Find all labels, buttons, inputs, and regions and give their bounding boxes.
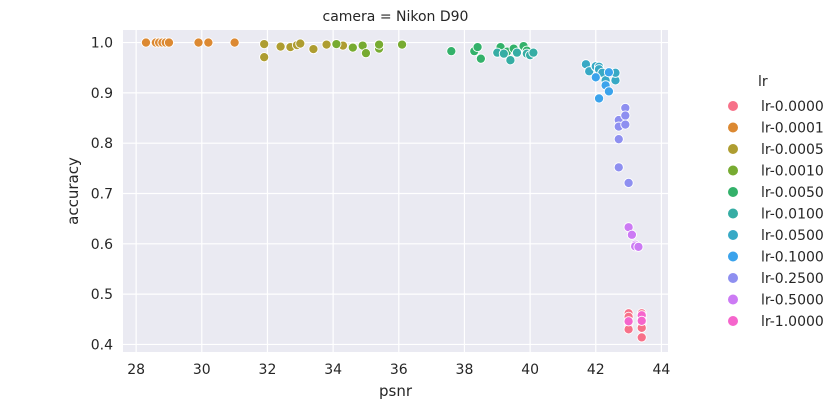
legend-marker: [728, 230, 738, 240]
data-point: [498, 48, 509, 59]
data-point: [623, 316, 634, 327]
x-tick-label: 44: [653, 362, 671, 378]
data-point: [623, 177, 634, 188]
data-point: [203, 37, 214, 48]
data-point: [472, 42, 483, 53]
data-point: [511, 47, 523, 58]
legend-label: lr-0.0500: [761, 228, 824, 244]
legend-marker: [728, 273, 738, 283]
legend-label: lr-0.0010: [761, 164, 824, 180]
legend-label: lr-0.2500: [761, 271, 824, 287]
legend-marker: [728, 165, 738, 176]
data-point: [446, 46, 457, 57]
legend-label: lr-0.0050: [761, 185, 824, 201]
legend-label: lr-0.0100: [761, 207, 824, 223]
legend-label: lr-0.1000: [761, 250, 824, 266]
data-point: [528, 47, 539, 58]
data-point: [321, 39, 332, 50]
legend-label: lr-0.0000: [761, 99, 824, 115]
x-tick-label: 32: [259, 362, 277, 378]
legend-marker: [728, 251, 738, 262]
data-point: [475, 53, 486, 64]
legend-marker: [728, 316, 738, 326]
legend-marker: [728, 122, 738, 133]
x-tick-label: 36: [390, 362, 408, 378]
chart-title: camera = Nikon D90: [323, 9, 469, 25]
data-point: [374, 39, 385, 50]
legend-label: lr-1.0000: [761, 314, 824, 330]
legend-marker: [728, 208, 738, 219]
legend-marker: [728, 101, 738, 111]
y-tick-label: 0.7: [91, 187, 113, 203]
data-point: [308, 44, 319, 55]
legend: lr lr-0.0000 lr-0.0001 lr-0.0005 lr-0.0010 l…: [728, 74, 824, 330]
legend-title: lr: [758, 74, 768, 90]
legend-label: lr-0.0001: [761, 121, 824, 137]
data-point: [603, 86, 614, 97]
x-tick-label: 28: [127, 362, 145, 378]
data-point: [626, 229, 637, 240]
y-tick-label: 0.8: [91, 136, 113, 152]
data-point: [620, 119, 631, 130]
x-tick-label: 30: [193, 362, 211, 378]
data-point: [259, 39, 270, 50]
data-point: [275, 41, 286, 52]
data-point: [603, 67, 614, 78]
data-point: [505, 55, 516, 66]
legend-label: lr-0.0005: [761, 142, 824, 158]
y-tick-label: 1.0: [91, 36, 113, 52]
data-point: [360, 48, 372, 59]
legend-marker: [728, 294, 738, 305]
data-point: [140, 37, 152, 48]
data-point: [636, 332, 647, 343]
data-point: [229, 37, 240, 48]
data-point: [163, 37, 175, 48]
data-point: [193, 37, 204, 48]
x-tick-label: 42: [587, 362, 605, 378]
y-tick-label: 0.4: [91, 337, 113, 353]
legend-marker: [728, 187, 738, 197]
legend-label: lr-0.5000: [761, 293, 824, 309]
data-point: [259, 52, 270, 63]
legend-marker: [728, 144, 738, 154]
y-tick-label: 0.6: [91, 237, 113, 253]
data-point: [613, 162, 624, 173]
data-point: [590, 72, 601, 83]
data-point: [295, 38, 306, 49]
y-axis-label: accuracy: [64, 157, 82, 225]
plot-area: [123, 30, 668, 352]
data-point: [613, 134, 624, 145]
tick-labels: 28 30 32 34 36 38 40 42 44 0.4 0.5 0.6 0.7 0.8 0.9 1.0: [91, 36, 671, 378]
data-point: [594, 93, 605, 104]
data-points: [140, 37, 647, 343]
data-point: [331, 39, 342, 50]
data-point: [397, 39, 408, 50]
grid-lines: [123, 30, 668, 352]
data-point: [633, 241, 644, 252]
x-tick-label: 34: [324, 362, 342, 378]
x-axis-label: psnr: [379, 382, 413, 400]
y-tick-label: 0.9: [91, 86, 113, 102]
data-point: [347, 42, 358, 53]
x-tick-label: 40: [521, 362, 539, 378]
x-tick-label: 38: [456, 362, 474, 378]
data-point: [620, 110, 631, 121]
y-tick-label: 0.5: [91, 287, 113, 303]
data-point: [636, 315, 647, 326]
